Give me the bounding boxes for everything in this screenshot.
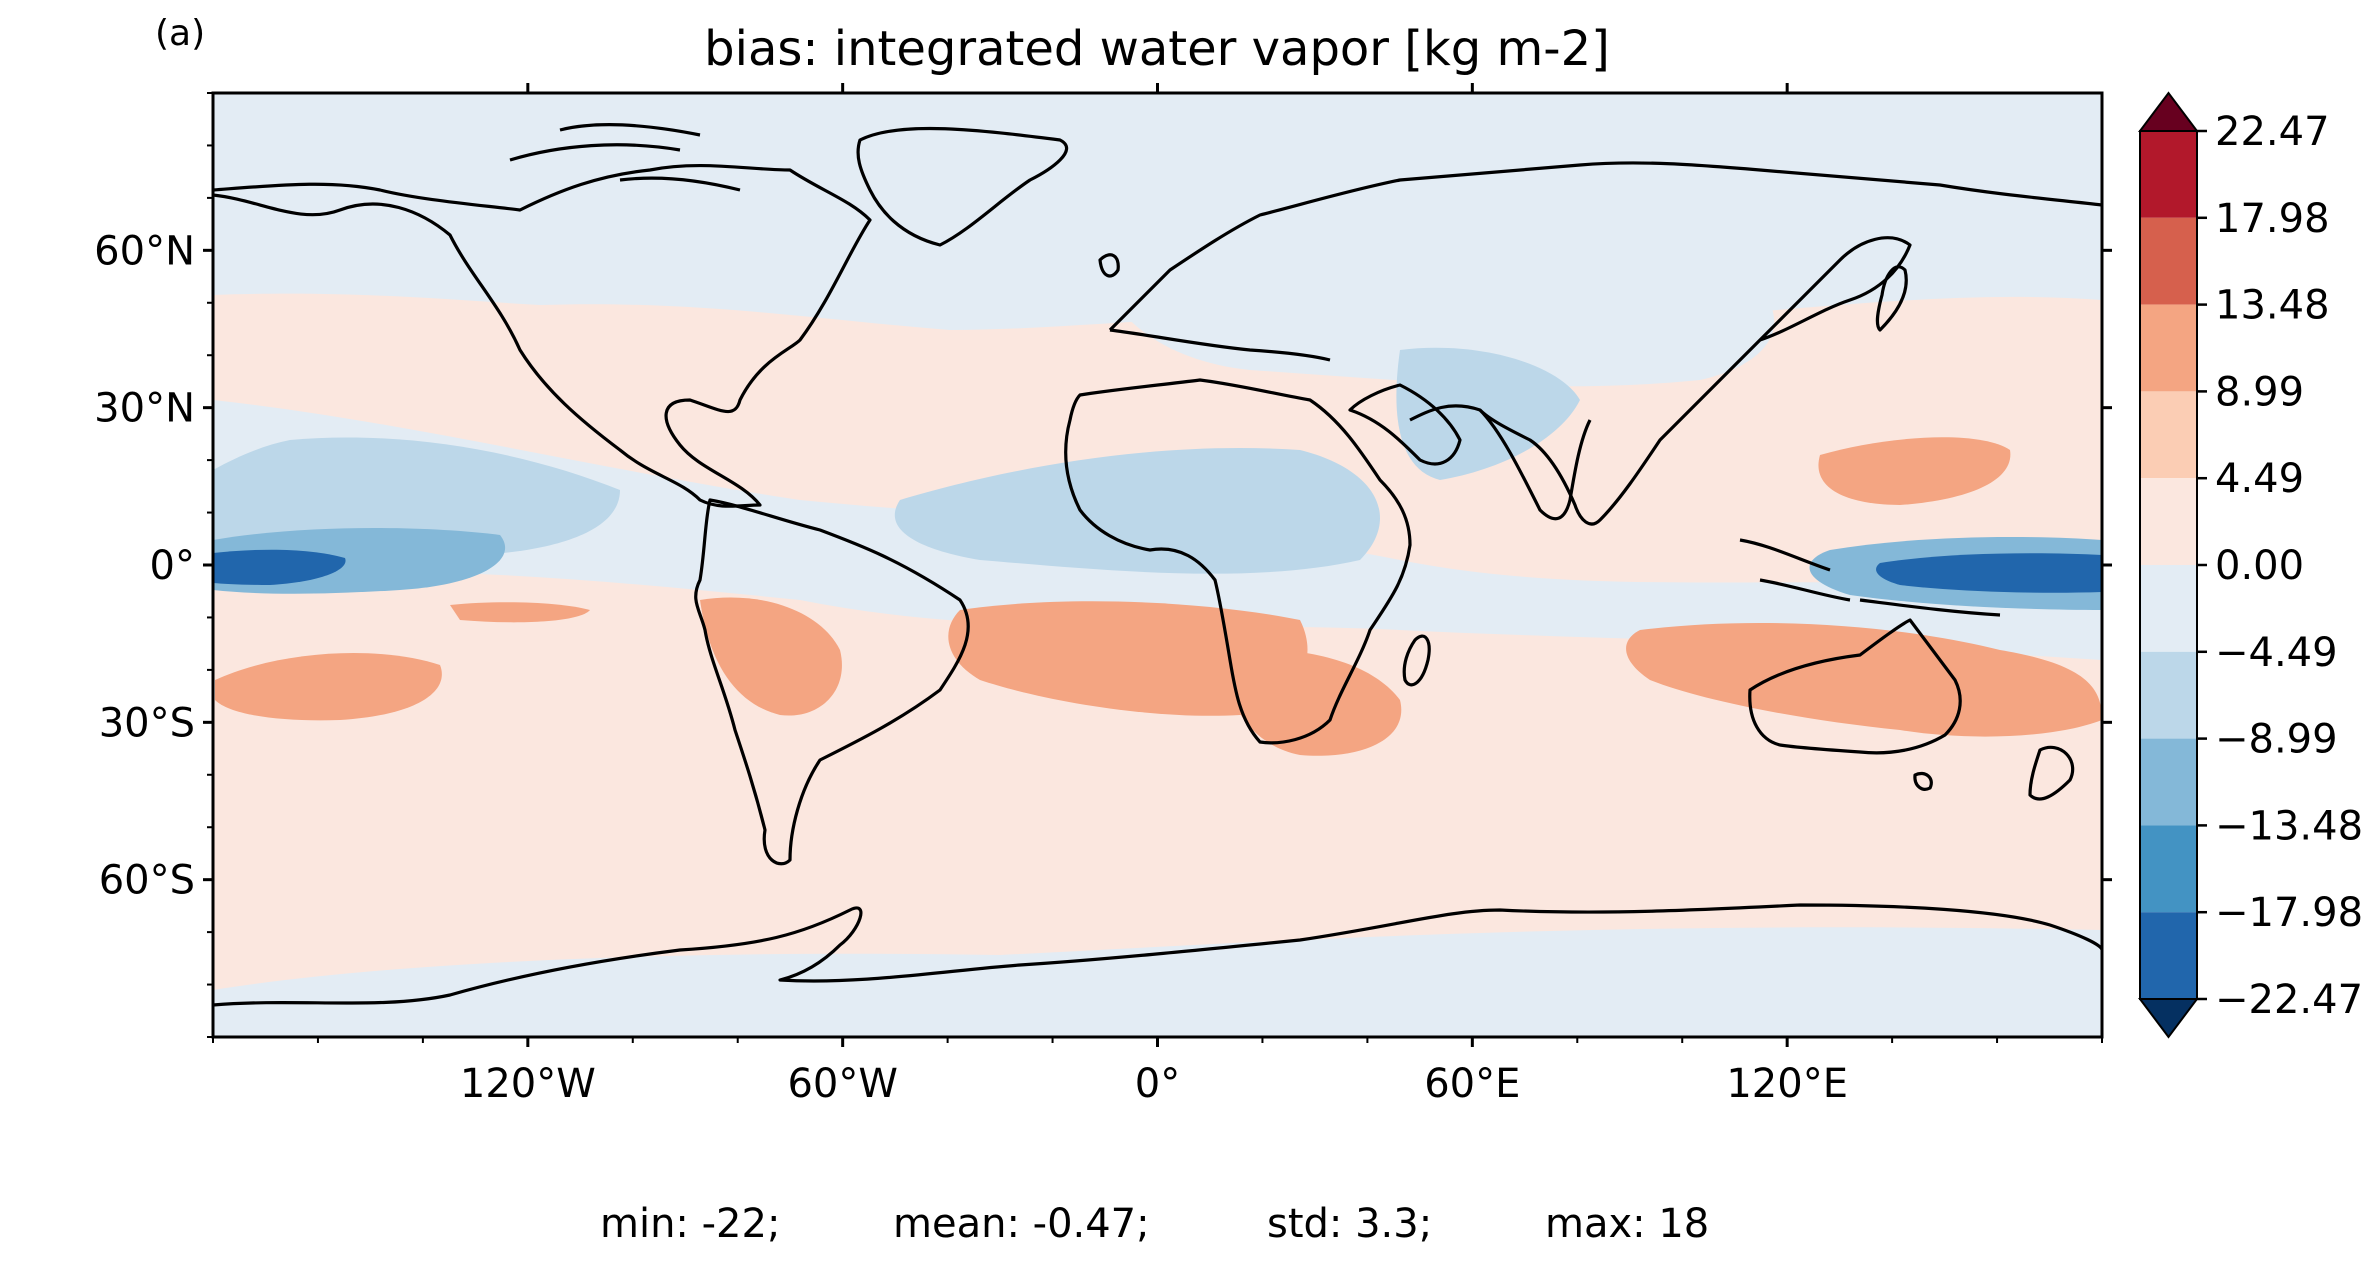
colorbar: 22.47 17.98 13.48 8.99 4.49 0.00 −4.49 −8.99 −13… bbox=[2138, 91, 2362, 1039]
antarctica-coast bbox=[213, 903, 2102, 1007]
colorbar-bin bbox=[2140, 304, 2197, 392]
y-tick-label: 60°S bbox=[99, 858, 195, 904]
map-tick-labels: 120°W 60°W 0° 60°E 120°E 60°N 30°N 0° 30°S 60°S bbox=[94, 228, 1848, 1107]
stat-mean: mean: -0.47; bbox=[893, 1201, 1150, 1247]
south-america-wet-patch bbox=[700, 597, 842, 716]
map-field bbox=[213, 93, 2102, 1037]
colorbar-bin bbox=[2140, 217, 2197, 305]
northwest-pacific-wet-patch bbox=[1818, 437, 2011, 505]
australia-wet-patch bbox=[1626, 622, 2102, 737]
new-zealand-coast bbox=[2028, 745, 2075, 801]
south-america-coast bbox=[694, 498, 970, 866]
colorbar-label: −17.98 bbox=[2215, 890, 2362, 936]
colorbar-bin bbox=[2140, 478, 2197, 565]
north-america-coast bbox=[213, 163, 872, 508]
colorbar-label: −13.48 bbox=[2215, 803, 2362, 849]
colorbar-bin bbox=[2140, 825, 2197, 913]
africa-coast bbox=[1064, 378, 1412, 745]
panel-label: (a) bbox=[155, 13, 205, 54]
y-tick-label: 0° bbox=[150, 543, 195, 589]
maritime-continent-coast bbox=[1739, 538, 2001, 617]
asia-negative-region bbox=[1098, 236, 1775, 387]
colorbar-extend-min bbox=[2138, 998, 2199, 1039]
japan-coast bbox=[1875, 265, 1908, 332]
greenland-coast bbox=[856, 126, 1069, 247]
indian-subcontinent-coast bbox=[1478, 408, 1592, 521]
colorbar-label: −22.47 bbox=[2215, 977, 2362, 1023]
colorbar-label: 8.99 bbox=[2215, 369, 2304, 415]
colorbar-bin bbox=[2140, 912, 2197, 999]
stat-max: max: 18 bbox=[1545, 1201, 1709, 1247]
x-tick-label: 60°E bbox=[1424, 1061, 1520, 1107]
colorbar-bin bbox=[2140, 651, 2197, 739]
colorbar-bin bbox=[2140, 131, 2197, 218]
colorbar-label: 4.49 bbox=[2215, 456, 2304, 502]
british-isles-coast bbox=[1098, 253, 1120, 278]
y-tick-label: 30°S bbox=[99, 700, 195, 746]
eurasia-coast bbox=[1108, 161, 2102, 526]
mediterranean-coast bbox=[1109, 328, 1331, 362]
map-title: bias: integrated water vapor [kg m-2] bbox=[704, 21, 1610, 77]
colorbar-label: 13.48 bbox=[2215, 283, 2330, 329]
stat-std: std: 3.3; bbox=[1267, 1201, 1432, 1247]
tropical-pacific-wet-patch bbox=[450, 602, 590, 623]
x-tick-label: 120°E bbox=[1726, 1061, 1848, 1107]
canadian-archipelago-coast bbox=[509, 122, 741, 192]
australia-coast bbox=[1748, 618, 1962, 755]
colorbar-bin bbox=[2140, 565, 2197, 652]
map-ticks bbox=[203, 83, 2112, 1047]
colorbar-label: 17.98 bbox=[2215, 196, 2330, 242]
colorbar-label: 0.00 bbox=[2215, 543, 2304, 589]
colorbar-bin bbox=[2140, 738, 2197, 826]
pacific-dry-tongue bbox=[213, 437, 620, 559]
colorbar-extend-max bbox=[2138, 91, 2199, 132]
colorbar-label: −8.99 bbox=[2215, 717, 2338, 763]
atlantic-africa-dry-region bbox=[894, 448, 1380, 574]
tasmania-coast bbox=[1913, 771, 1933, 791]
y-tick-label: 30°N bbox=[94, 386, 195, 432]
west-pacific-core bbox=[1876, 553, 2102, 593]
stat-min: min: -22; bbox=[600, 1201, 780, 1247]
south-atlantic-wet-patch bbox=[948, 601, 1308, 716]
southern-africa-wet-patch bbox=[1228, 649, 1402, 756]
arabian-peninsula-coast bbox=[1348, 383, 1462, 466]
y-tick-label: 60°N bbox=[94, 228, 195, 274]
south-pacific-wet-patch bbox=[215, 653, 442, 721]
coastlines bbox=[213, 122, 2102, 1007]
colorbar-label: 22.47 bbox=[2215, 109, 2330, 155]
colorbar-bin bbox=[2140, 391, 2197, 479]
east-pacific-core bbox=[213, 549, 346, 585]
stats-line: min: -22; mean: -0.47; std: 3.3; max: 18 bbox=[600, 1201, 1709, 1247]
colorbar-label: −4.49 bbox=[2215, 630, 2338, 676]
x-tick-label: 0° bbox=[1135, 1061, 1180, 1107]
x-tick-label: 60°W bbox=[787, 1061, 897, 1107]
madagascar-coast bbox=[1402, 634, 1431, 687]
arabia-india-dry-region bbox=[1396, 347, 1580, 480]
antarctic-negative-region bbox=[213, 927, 2102, 1037]
x-tick-label: 120°W bbox=[460, 1061, 596, 1107]
